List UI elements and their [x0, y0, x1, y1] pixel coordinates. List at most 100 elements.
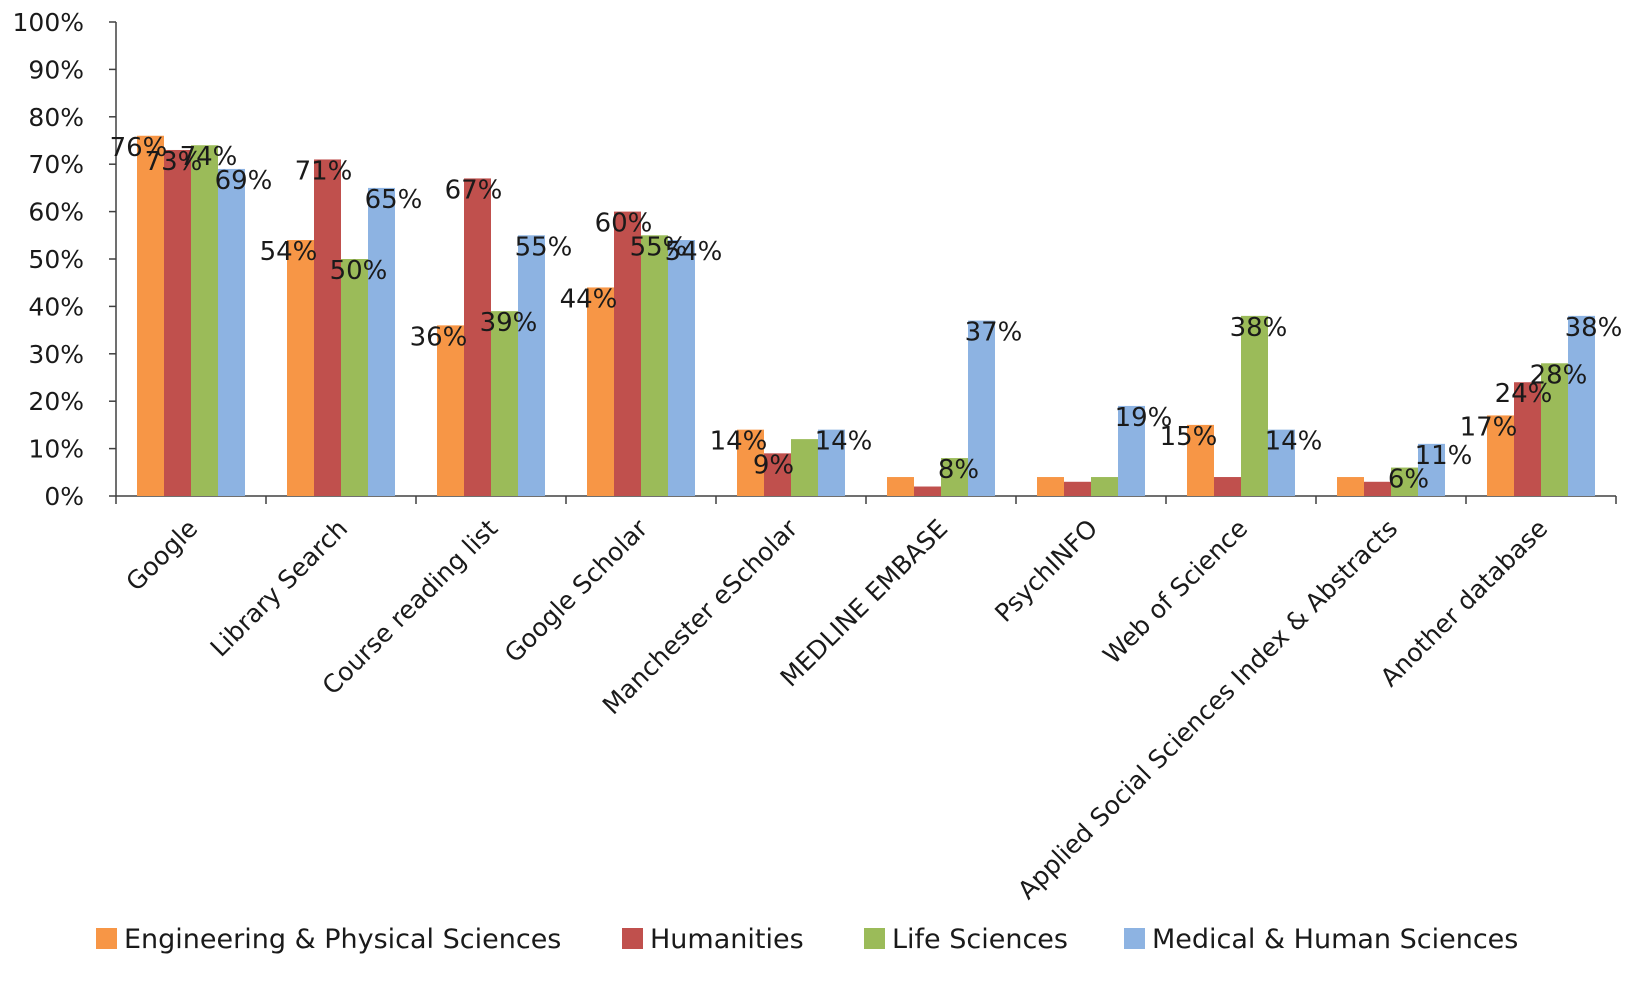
y-tick-label: 50% — [28, 245, 84, 274]
data-label: 54% — [665, 237, 723, 267]
legend: Engineering & Physical Sciences Humanitie… — [96, 924, 1518, 955]
legend-swatch — [96, 928, 117, 949]
data-label: 14% — [815, 427, 873, 457]
bar — [1241, 315, 1268, 496]
bar — [464, 178, 491, 497]
legend-swatch — [622, 928, 643, 949]
bar — [1364, 481, 1391, 496]
y-tick-label: 90% — [28, 55, 84, 84]
data-label: 8% — [938, 455, 979, 485]
bar — [218, 168, 245, 496]
bar — [587, 287, 614, 496]
y-tick-label: 60% — [28, 198, 84, 227]
legend-label: Medical & Human Sciences — [1152, 924, 1518, 955]
data-labels: 76% 54% 36% 44% 14% 15% 17% 73% 71% 67% 60% 9% 24% 74… — [110, 133, 1623, 495]
data-label: 55% — [515, 232, 573, 262]
data-label: 67% — [445, 175, 503, 205]
data-label: 36% — [410, 322, 468, 352]
bar — [887, 477, 914, 496]
bar — [137, 135, 164, 496]
data-label: 65% — [365, 185, 423, 215]
data-label: 14% — [710, 427, 768, 457]
bar — [1487, 415, 1514, 496]
x-category-label: Google Scholar — [499, 513, 654, 668]
bar — [968, 320, 995, 496]
legend-label: Humanities — [650, 924, 804, 955]
y-tick-label: 40% — [28, 292, 84, 321]
data-label: 73% — [145, 147, 203, 177]
data-label: 60% — [595, 209, 653, 239]
data-label: 6% — [1388, 465, 1429, 495]
legend-swatch — [1124, 928, 1145, 949]
legend-swatch — [864, 928, 885, 949]
bar — [1337, 477, 1364, 496]
bar — [818, 429, 845, 496]
x-category-label: Library Search — [205, 514, 354, 663]
data-label: 14% — [1265, 427, 1323, 457]
data-label: 55% — [630, 232, 688, 262]
y-tick-label: 70% — [28, 150, 84, 179]
bar — [1514, 382, 1541, 496]
legend-label: Engineering & Physical Sciences — [124, 924, 561, 955]
bar — [791, 439, 818, 496]
bar — [1541, 363, 1568, 496]
bar — [1418, 443, 1445, 496]
bar — [737, 429, 764, 496]
data-label: 37% — [965, 318, 1023, 348]
data-label: 17% — [1460, 412, 1518, 442]
x-category-label: MEDLINE EMBASE — [775, 514, 954, 693]
data-label: 38% — [1230, 313, 1288, 343]
bar — [1391, 467, 1418, 496]
bar — [668, 240, 695, 496]
bar — [914, 486, 941, 496]
y-tick-label: 10% — [28, 435, 84, 464]
data-label: 69% — [215, 166, 273, 196]
bar — [1037, 477, 1064, 496]
bar — [1064, 481, 1091, 496]
data-label: 74% — [180, 142, 238, 172]
bar — [314, 159, 341, 496]
bar — [341, 259, 368, 496]
data-label: 44% — [560, 284, 618, 314]
bar — [518, 235, 545, 497]
bar — [491, 311, 518, 496]
bar — [1118, 405, 1145, 496]
bar — [641, 235, 668, 497]
bar — [287, 240, 314, 496]
bar — [368, 187, 395, 496]
y-tick-label: 80% — [28, 103, 84, 132]
data-label: 15% — [1160, 422, 1218, 452]
data-label: 76% — [110, 133, 168, 163]
data-label: 9% — [753, 450, 794, 480]
bar — [437, 325, 464, 496]
bar — [1568, 315, 1595, 496]
y-tick-label: 100% — [13, 8, 84, 37]
y-tick-label: 20% — [28, 387, 84, 416]
bar — [1214, 477, 1241, 496]
bar — [191, 145, 218, 497]
data-label: 54% — [260, 237, 318, 267]
bar — [764, 453, 791, 496]
bar — [614, 211, 641, 496]
bar — [941, 458, 968, 496]
data-label: 11% — [1415, 441, 1473, 471]
bar — [1268, 429, 1295, 496]
bars — [137, 135, 1595, 497]
bar — [1091, 477, 1118, 496]
x-category-label: PsychINFO — [989, 514, 1103, 628]
data-label: 28% — [1530, 360, 1588, 390]
bar — [1187, 424, 1214, 496]
data-label: 19% — [1115, 403, 1173, 433]
y-tick-label: 0% — [44, 482, 84, 511]
x-category-label: Web of Science — [1097, 514, 1253, 670]
data-label: 39% — [480, 308, 538, 338]
legend-label: Life Sciences — [892, 924, 1068, 955]
data-label: 24% — [1495, 379, 1553, 409]
data-label: 50% — [330, 256, 388, 286]
bar — [164, 149, 191, 497]
x-category-label: Another database — [1375, 514, 1553, 692]
data-label: 38% — [1565, 313, 1623, 343]
x-category-label: Google — [120, 514, 203, 597]
y-tick-label: 30% — [28, 340, 84, 369]
